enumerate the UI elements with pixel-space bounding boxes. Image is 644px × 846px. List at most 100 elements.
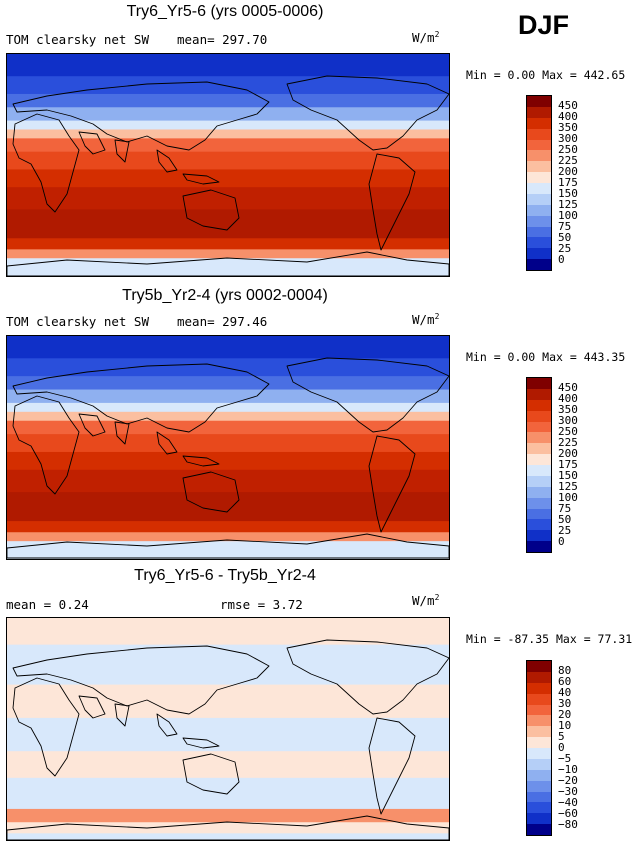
field-band	[7, 249, 449, 259]
field-band	[7, 258, 449, 276]
coastline	[78, 413, 130, 445]
coastline	[182, 471, 240, 513]
panel-3-mean-label: mean = 0.24	[6, 597, 89, 612]
panel-2-title: Try5b_Yr2-4 (yrs 0002-0004)	[122, 287, 328, 304]
colorbar-swatch	[527, 780, 551, 792]
colorbar-tick-label: 40	[558, 686, 572, 699]
colorbar-tick-label: 300	[558, 414, 578, 427]
colorbar-swatch	[527, 519, 551, 531]
colorbar-swatch	[527, 748, 551, 759]
field-band	[7, 120, 449, 130]
field-band	[7, 684, 449, 719]
panel-2-variable-label: TOM clearsky net SW	[6, 314, 149, 329]
colorbar-tick-label: 25	[558, 524, 572, 537]
colorbar-tick-label: 300	[558, 132, 578, 145]
field-band	[7, 336, 449, 359]
colorbar-tick-label: −30	[558, 785, 578, 798]
panel-3-field	[7, 618, 449, 840]
colorbar-tick-label: 125	[558, 480, 578, 493]
colorbar-tick-label: 350	[558, 403, 578, 416]
coastline	[182, 753, 240, 795]
panel-3-map	[6, 617, 450, 841]
colorbar-tick-label: 10	[558, 719, 572, 732]
colorbar-tick-label: −10	[558, 763, 578, 776]
panel-1-mean-label: mean= 297.70	[177, 32, 268, 47]
field-band	[7, 209, 449, 239]
panel-1-title: Try6_Yr5-6 (yrs 0005-0006)	[126, 3, 324, 20]
colorbar-swatch	[527, 769, 551, 781]
field-band	[7, 107, 449, 122]
coastline	[286, 357, 449, 433]
field-band	[7, 358, 449, 377]
colorbar-tick-label: 30	[558, 697, 572, 710]
colorbar-tick-label: 20	[558, 708, 572, 721]
coastline	[12, 81, 270, 151]
coastline	[368, 435, 416, 533]
panel-3-rmse-label: rmse = 3.72	[220, 597, 303, 612]
colorbar-swatch	[527, 813, 551, 825]
field-band	[7, 532, 449, 542]
colorbar-swatch	[527, 150, 551, 162]
colorbar-swatch	[527, 172, 551, 183]
colorbar-swatch	[527, 237, 551, 249]
coastline	[12, 645, 270, 715]
coastline	[368, 153, 416, 251]
colorbar-tick-label: 400	[558, 110, 578, 123]
panel-2-min-max: Min = 0.00 Max = 443.35	[466, 350, 626, 364]
coastline	[182, 189, 240, 231]
colorbar-tick-label: 450	[558, 99, 578, 112]
colorbar-swatch	[527, 128, 551, 140]
colorbar-tick-label: 250	[558, 425, 578, 438]
field-band	[7, 138, 449, 153]
colorbar-tick-label: 5	[558, 730, 565, 743]
coastline	[286, 639, 449, 715]
coastline	[156, 149, 220, 185]
colorbar-tick-label: 250	[558, 143, 578, 156]
colorbar-swatch	[527, 671, 551, 683]
colorbar-swatch	[527, 791, 551, 803]
field-band	[7, 54, 449, 77]
field-band	[7, 541, 449, 559]
colorbar-tick-label: 100	[558, 209, 578, 222]
colorbar-tick-label: 225	[558, 436, 578, 449]
colorbar-tick-label: 80	[558, 664, 572, 677]
field-band	[7, 411, 449, 422]
coastline	[7, 533, 449, 559]
field-band	[7, 833, 449, 840]
coastline	[12, 395, 80, 495]
colorbar-swatch	[527, 824, 551, 835]
season-label: DJF	[518, 10, 570, 40]
coastline	[7, 815, 449, 840]
colorbar-swatch	[527, 475, 551, 487]
coastline	[12, 363, 270, 433]
field-band	[7, 521, 449, 533]
colorbar-swatch	[527, 183, 551, 194]
field-band	[7, 434, 449, 453]
colorbar-swatch	[527, 421, 551, 433]
panel-1-variable-label: TOM clearsky net SW	[6, 32, 149, 47]
colorbar-tick-label: −5	[558, 752, 572, 765]
field-band	[7, 808, 449, 823]
panel-1-min-max: Min = 0.00 Max = 442.65	[466, 68, 626, 82]
colorbar-tick-label: 50	[558, 231, 572, 244]
colorbar-swatch	[527, 259, 551, 270]
colorbar-swatch	[527, 802, 551, 814]
colorbar-swatch	[527, 388, 551, 400]
colorbar-swatch	[527, 726, 551, 738]
colorbar-tick-label: 0	[558, 535, 565, 548]
field-band	[7, 644, 449, 686]
colorbar-tick-label: 200	[558, 165, 578, 178]
colorbar-tick-label: −40	[558, 796, 578, 809]
colorbar-swatch	[527, 454, 551, 465]
panel-1-map	[6, 53, 450, 277]
panel-2-field	[7, 336, 449, 559]
field-band	[7, 402, 449, 413]
coastline	[156, 713, 220, 749]
colorbar-swatch	[527, 737, 551, 748]
panel-3-colorbar	[526, 660, 552, 836]
colorbar-tick-label: 75	[558, 502, 572, 515]
colorbar-swatch	[527, 248, 551, 260]
colorbar-tick-label: 0	[558, 253, 565, 266]
colorbar-swatch	[527, 465, 551, 476]
panel-2-colorbar	[526, 377, 552, 553]
